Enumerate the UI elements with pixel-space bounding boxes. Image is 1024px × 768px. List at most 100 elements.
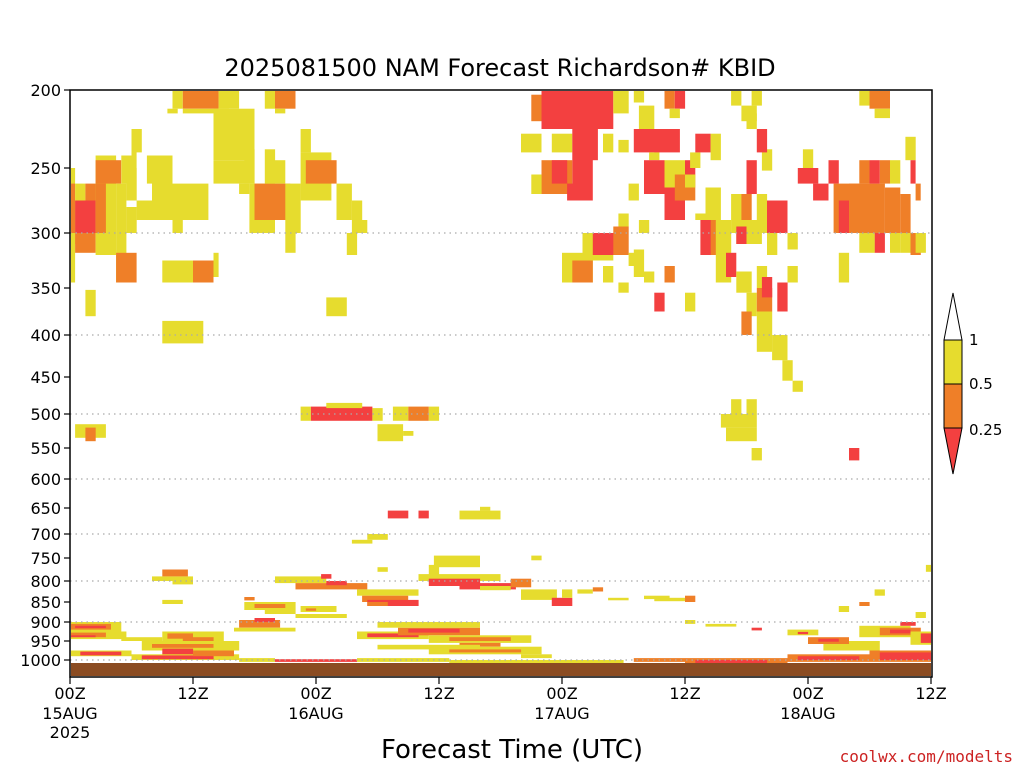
heatmap-cell [295, 583, 368, 590]
x-tick-date: 18AUG [780, 704, 835, 723]
heatmap-cell [167, 633, 193, 639]
heatmap-cell [521, 133, 542, 153]
y-tick-label: 450 [30, 368, 61, 387]
heatmap-cell [285, 183, 301, 233]
heatmap-cell [736, 226, 747, 244]
heatmap-cell [582, 129, 598, 161]
heatmap-cell [377, 424, 404, 442]
colorbar-label: 0.5 [969, 375, 993, 393]
heatmap-cell [264, 91, 276, 109]
heatmap-cell [551, 160, 568, 184]
heatmap-cell [305, 160, 337, 184]
heatmap-cell [193, 260, 214, 283]
heatmap-cell [823, 641, 880, 651]
heatmap-cell [874, 233, 885, 253]
ground-bar [71, 663, 931, 676]
heatmap-cell [654, 597, 686, 602]
heatmap-cell [305, 608, 317, 611]
heatmap-cell [695, 660, 768, 663]
colorbar-arrow-bottom [943, 427, 963, 475]
x-tick-date: 15AUG [42, 704, 97, 723]
heatmap-cell [915, 233, 926, 253]
heatmap-cell [787, 266, 798, 283]
heatmap-cell [726, 427, 757, 442]
chart-title: 2025081500 NAM Forecast Richardson# KBID [224, 54, 775, 82]
heatmap-cell [403, 431, 414, 436]
heatmap-cell [756, 129, 768, 153]
heatmap-cell [674, 91, 686, 109]
heatmap-cell [603, 266, 614, 283]
heatmap-cell [521, 654, 552, 659]
heatmap-cell [254, 183, 291, 220]
heatmap-cell [572, 260, 593, 283]
heatmap-cell [213, 252, 219, 277]
heatmap-cell [218, 91, 240, 109]
heatmap-cell [731, 399, 742, 414]
heatmap-cell [131, 149, 137, 168]
heatmap-cell [310, 406, 373, 421]
heatmap-cell [695, 213, 706, 220]
heatmap-cell [756, 311, 773, 352]
heatmap-cell [869, 160, 880, 184]
heatmap-cell [152, 576, 193, 581]
heatmap-cell [900, 233, 911, 253]
heatmap-cell [618, 282, 629, 293]
credit-text[interactable]: coolwx.com/modelts [840, 747, 1013, 766]
heatmap-cell [838, 252, 850, 283]
heatmap-cell [357, 589, 419, 596]
x-tick-label: 00Z [300, 684, 331, 703]
heatmap-cell [428, 578, 481, 586]
heatmap-cell [644, 271, 655, 283]
heatmap-cell [654, 292, 665, 312]
heatmap-cell [367, 633, 419, 638]
y-tick-label: 250 [30, 159, 61, 178]
heatmap-cell [172, 220, 183, 233]
heatmap-cell [890, 233, 901, 253]
heatmap-cell [664, 266, 675, 283]
heatmap-cell [633, 129, 660, 153]
y-tick-label: 300 [30, 224, 61, 243]
heatmap-cell [300, 606, 337, 612]
y-axis: 200 250 300 350 400 450 500 550 600 650 700 750 800 8… [20, 81, 70, 670]
heatmap-cell [295, 614, 347, 618]
heatmap-cell [408, 628, 460, 633]
y-tick-label: 350 [30, 279, 61, 298]
heatmap-cell [285, 233, 296, 253]
heatmap-cell [879, 652, 932, 660]
x-tick-label: 12Z [915, 684, 946, 703]
heatmap-cell [387, 510, 409, 519]
heatmap-cell [300, 129, 311, 153]
heatmap-cell [244, 149, 255, 184]
heatmap-cell [254, 618, 275, 622]
heatmap-cell [136, 200, 209, 220]
heatmap-cell [172, 183, 209, 201]
heatmap-cell [731, 91, 742, 106]
heatmap-cell [275, 576, 327, 584]
heatmap-cell [638, 105, 655, 129]
heatmap-cell [751, 448, 762, 461]
heatmap-cell [905, 136, 916, 161]
heatmap-cell [792, 380, 803, 392]
heatmap-cell [690, 152, 701, 168]
heatmap-cell [193, 650, 234, 657]
y-tick-label: 700 [30, 525, 61, 544]
heatmap-cell [326, 402, 363, 409]
heatmap-cell [152, 644, 214, 648]
x-tick-year: 2025 [50, 723, 91, 742]
y-tick-label: 550 [30, 439, 61, 458]
y-tick-label: 900 [30, 613, 61, 632]
heatmap-cell [116, 183, 127, 283]
heatmap-cell [408, 406, 429, 421]
heatmap-cell [925, 564, 931, 572]
heatmap-cell [121, 637, 163, 641]
heatmap-cell [633, 91, 645, 103]
x-tick-date: 17AUG [534, 704, 589, 723]
heatmap-cell [541, 91, 614, 129]
heatmap-cell [449, 649, 522, 653]
heatmap-cell [705, 623, 737, 627]
heatmap-cell [849, 448, 860, 461]
plot-frame [69, 89, 933, 678]
heatmap-cell [326, 581, 347, 586]
heatmap-cell [685, 292, 696, 312]
heatmap-cell [449, 637, 511, 641]
